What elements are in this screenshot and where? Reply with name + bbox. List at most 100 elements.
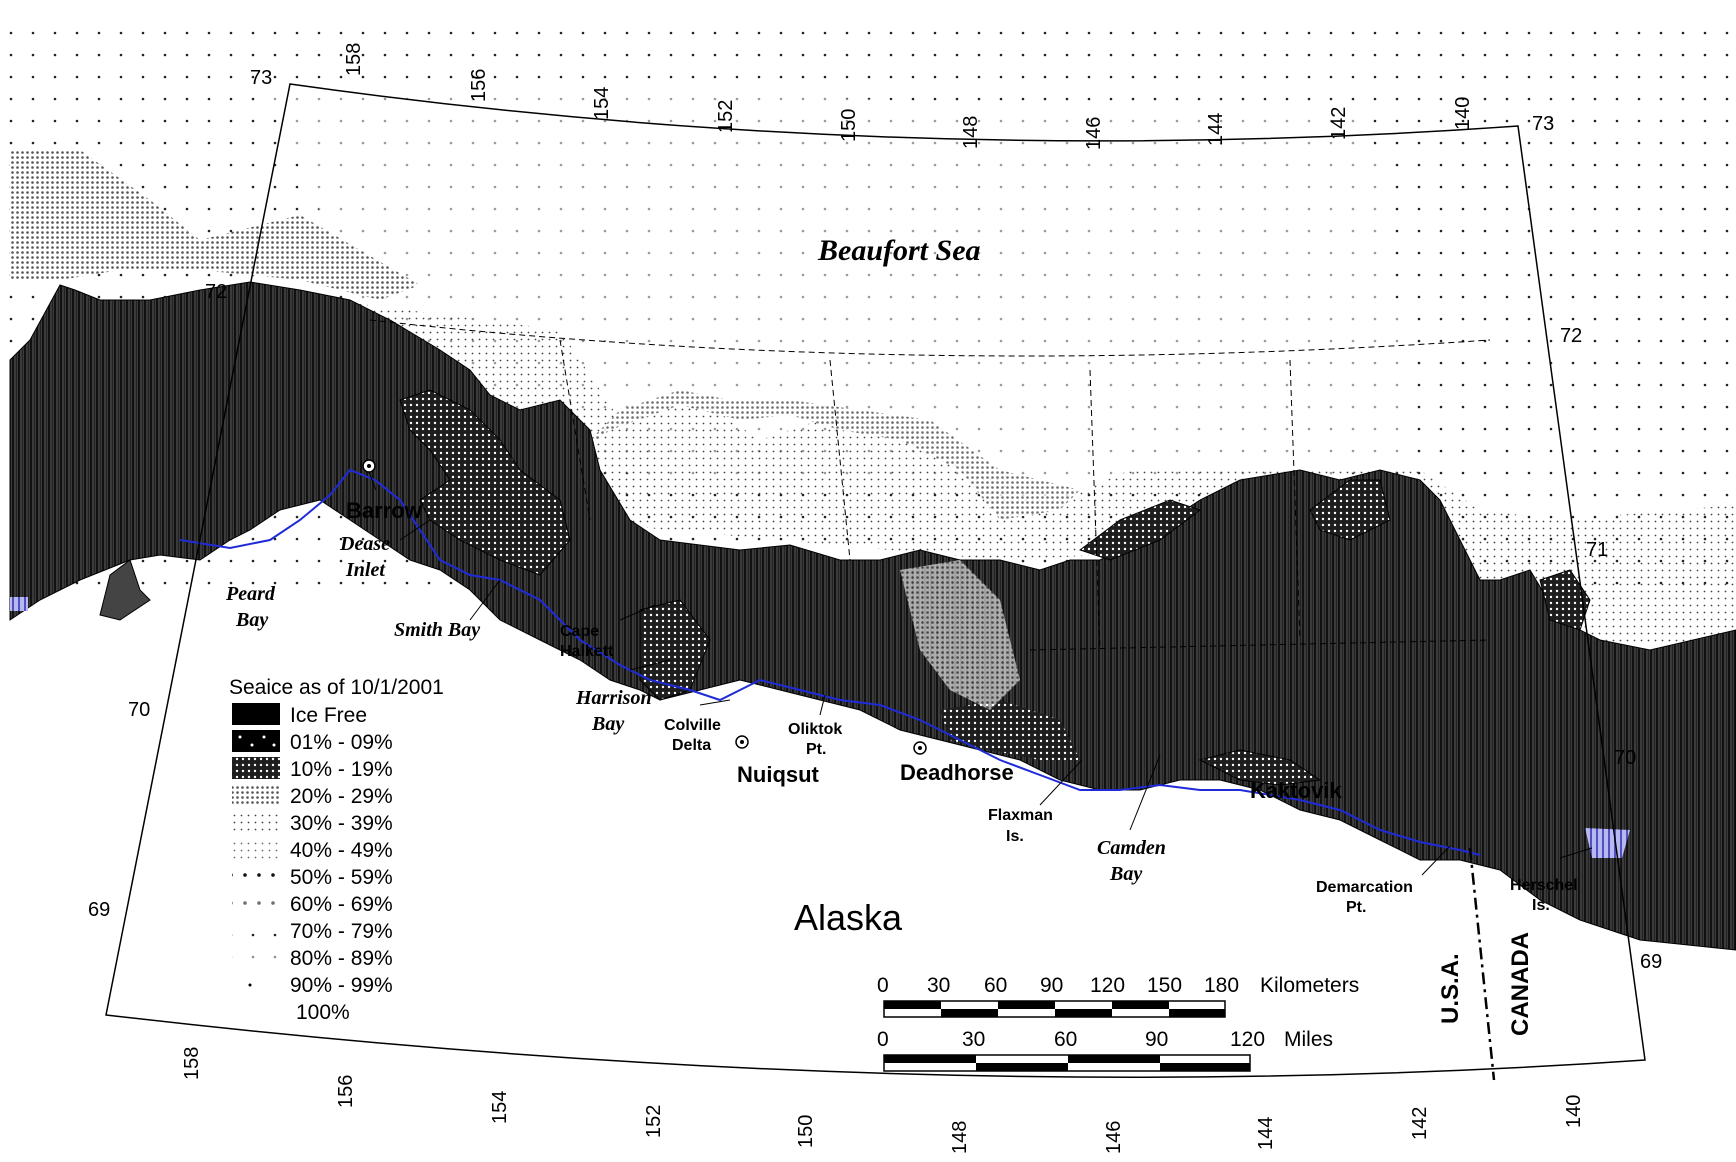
legend-swatch-80-89	[232, 946, 280, 968]
border-usa-label: U.S.A.	[1437, 953, 1464, 1024]
colville-delta-label-2: Delta	[672, 737, 711, 754]
mi-tick-90: 90	[1145, 1028, 1168, 1051]
sea-label: Beaufort Sea	[817, 234, 981, 267]
legend-item-3: 20% - 29%	[290, 785, 393, 808]
ice-zone-10-19pct-kaktovik	[1198, 749, 1322, 786]
hatched-patch-west	[10, 597, 28, 611]
legend-item-11: 100%	[296, 1001, 350, 1024]
town-nuiqsut-label: Nuiqsut	[737, 762, 820, 787]
legend-item-8: 70% - 79%	[290, 920, 393, 943]
legend-swatch-90-99	[248, 983, 252, 987]
ice-zone-20-29pct-west	[10, 150, 420, 300]
camden-bay-label-2: Bay	[1109, 863, 1142, 885]
km-tick-150: 150	[1147, 974, 1182, 997]
bottom-lon-150: 150	[795, 1115, 817, 1148]
ice-zone-30-49pct	[330, 300, 1736, 650]
town-deadhorse-label: Deadhorse	[900, 760, 1014, 785]
km-tick-60: 60	[984, 974, 1007, 997]
flaxman-is-label-2: Is.	[1006, 828, 1024, 845]
right-lat-72: 72	[1560, 325, 1582, 347]
bottom-lon-156: 156	[335, 1075, 357, 1108]
mi-tick-30: 30	[962, 1028, 985, 1051]
legend-item-10: 90% - 99%	[290, 974, 393, 997]
town-barrow-label: Barrow	[346, 498, 423, 523]
legend-swatch-40-49	[232, 838, 280, 860]
border-canada-label: CANADA	[1507, 932, 1534, 1036]
peard-bay-label-1: Peard	[225, 583, 276, 605]
coastline	[179, 468, 1481, 856]
bottom-lon-148: 148	[949, 1121, 971, 1154]
km-tick-120: 120	[1090, 974, 1125, 997]
grid-dashed	[369, 319, 1491, 651]
left-lat-70: 70	[128, 699, 150, 721]
legend-item-5: 40% - 49%	[290, 839, 393, 862]
legend-item-2: 10% - 19%	[290, 758, 393, 781]
oliktok-pt-label-2: Pt.	[806, 741, 826, 758]
top-lon-146: 146	[1083, 117, 1105, 150]
legend-title: Seaice as of 10/1/2001	[229, 676, 444, 699]
bottom-longitude-ticks: 158 156 154 152 150 148 146 144 142 140	[181, 1047, 1585, 1154]
flaxman-is-label-1: Flaxman	[988, 807, 1053, 824]
town-kaktovik-label: Kaktovik	[1250, 778, 1342, 803]
top-lon-142: 142	[1328, 107, 1350, 140]
bottom-lon-158: 158	[181, 1047, 203, 1080]
left-lat-69: 69	[88, 899, 110, 921]
peard-bay-label-2: Bay	[235, 609, 268, 631]
colville-delta-label-1: Colville	[664, 717, 721, 734]
scale-bar-km: 0 30 60 90 120 150 180 Kilometers	[877, 974, 1359, 1018]
legend: Seaice as of 10/1/2001 Ice Free 01% - 09…	[229, 676, 444, 1024]
mi-tick-0: 0	[877, 1028, 889, 1051]
legend-swatch-70-79	[232, 919, 280, 941]
hatched-patch-herschel	[1585, 828, 1630, 858]
town-nuiqsut: Nuiqsut	[735, 735, 820, 787]
ice-zone-01-09pct	[900, 560, 1020, 710]
top-lon-144: 144	[1205, 113, 1227, 146]
km-unit: Kilometers	[1260, 974, 1359, 997]
right-lat-73: 73	[1532, 113, 1554, 135]
legend-swatch-10-19	[232, 757, 280, 779]
legend-item-4: 30% - 39%	[290, 812, 393, 835]
left-lat-73: 73	[250, 67, 272, 89]
legend-swatch-ice-free	[232, 703, 280, 725]
legend-swatch-60-69	[232, 892, 280, 914]
bottom-lon-154: 154	[489, 1091, 511, 1124]
right-lat-69: 69	[1640, 951, 1662, 973]
mi-unit: Miles	[1284, 1028, 1333, 1051]
km-tick-30: 30	[927, 974, 950, 997]
km-tick-90: 90	[1040, 974, 1063, 997]
top-lon-150: 150	[838, 109, 860, 142]
ice-zone-10-19pct-colville	[940, 700, 1080, 760]
demarcation-pt-label-1: Demarcation	[1316, 879, 1413, 896]
bottom-lon-152: 152	[643, 1105, 665, 1138]
km-tick-180: 180	[1204, 974, 1239, 997]
cape-halkett-label-2: Halkett	[560, 643, 614, 660]
top-lon-154: 154	[591, 87, 613, 120]
bottom-lon-140: 140	[1563, 1095, 1585, 1128]
herschel-is-label-2: Is.	[1532, 897, 1550, 914]
herschel-is-label-1: Herschel	[1510, 877, 1578, 894]
ice-zone-20-29pct-central	[560, 390, 1080, 520]
km-tick-0: 0	[877, 974, 889, 997]
oliktok-pt-label-1: Oliktok	[788, 721, 842, 738]
right-lat-71: 71	[1586, 539, 1608, 561]
cape-halkett-label-1: Cape	[560, 623, 599, 640]
legend-item-1: 01% - 09%	[290, 731, 393, 754]
legend-item-9: 80% - 89%	[290, 947, 393, 970]
legend-item-7: 60% - 69%	[290, 893, 393, 916]
top-lon-140: 140	[1452, 97, 1474, 130]
legend-item-6: 50% - 59%	[290, 866, 393, 889]
top-lon-156: 156	[468, 69, 490, 102]
camden-bay-label-1: Camden	[1097, 837, 1166, 859]
top-lon-152: 152	[715, 100, 737, 133]
lagoon-west	[99, 559, 151, 621]
town-deadhorse: Deadhorse	[900, 741, 1014, 785]
town-barrow: Barrow	[346, 459, 423, 523]
demarcation-pt-label-2: Pt.	[1346, 899, 1366, 916]
bottom-lon-142: 142	[1409, 1107, 1431, 1140]
legend-item-0: Ice Free	[290, 704, 367, 727]
dease-inlet-label-1: Dease	[339, 533, 390, 555]
legend-swatch-50-59	[232, 865, 280, 887]
top-lon-148: 148	[960, 116, 982, 149]
bottom-lon-146: 146	[1103, 1121, 1125, 1154]
